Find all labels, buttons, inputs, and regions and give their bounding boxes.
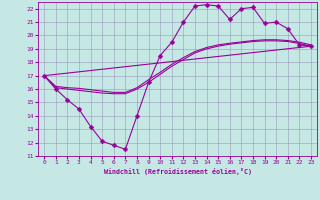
- X-axis label: Windchill (Refroidissement éolien,°C): Windchill (Refroidissement éolien,°C): [104, 168, 252, 175]
